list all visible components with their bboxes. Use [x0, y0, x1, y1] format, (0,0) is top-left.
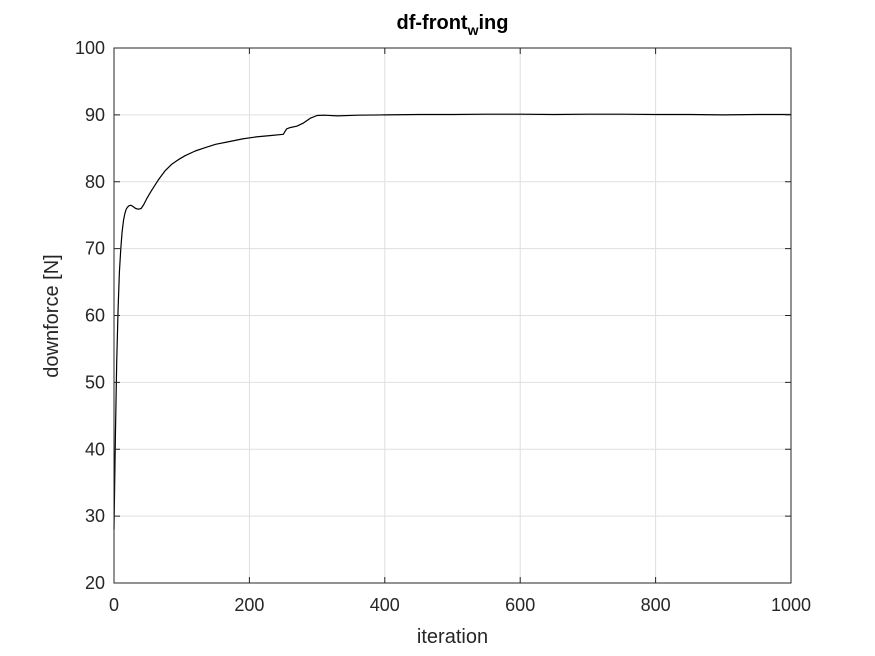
y-tick-label: 80: [85, 172, 105, 192]
y-tick-label: 30: [85, 506, 105, 526]
y-tick-label: 50: [85, 372, 105, 392]
chart-title-main: df-front: [397, 12, 468, 34]
y-tick-label: 100: [75, 38, 105, 58]
x-tick-label: 800: [641, 595, 671, 615]
series-line-group: [113, 113, 791, 530]
x-tick-label: 1000: [771, 595, 811, 615]
series-line-0: [113, 113, 791, 530]
y-axis-label: downforce [N]: [41, 254, 63, 377]
y-tick-label: 40: [85, 439, 105, 459]
chart-title: df-frontwing: [397, 12, 509, 38]
x-tick-label: 0: [109, 595, 119, 615]
x-axis-label: iteration: [417, 626, 488, 648]
chart-title-subscript: w: [467, 22, 479, 38]
y-tick-label: 70: [85, 239, 105, 259]
chart-title-rest: ing: [478, 12, 508, 34]
y-tick-label: 60: [85, 306, 105, 326]
y-tick-label: 90: [85, 105, 105, 125]
y-tick-label: 20: [85, 573, 105, 593]
x-tick-labels: 0 200 400 600 800 1000: [109, 595, 811, 615]
x-tick-label: 400: [370, 595, 400, 615]
y-tick-labels: 20 30 40 50 60 70 80 90 100: [75, 38, 105, 593]
ticks: [113, 47, 792, 584]
x-tick-label: 600: [505, 595, 535, 615]
x-tick-label: 200: [234, 595, 264, 615]
